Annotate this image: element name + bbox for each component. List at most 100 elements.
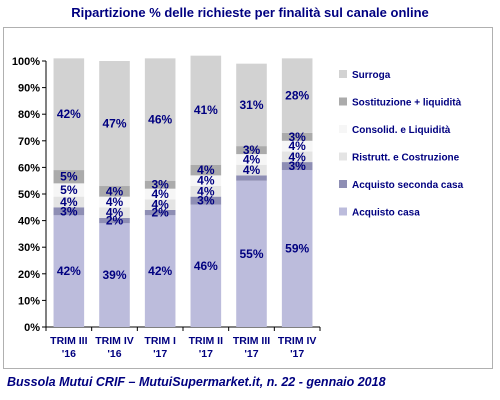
legend-swatch (339, 70, 347, 78)
bar-segment (190, 175, 222, 187)
legend-label: Ristrutt. e Costruzione (352, 153, 460, 164)
data-label: 42% (57, 107, 81, 121)
legend-label: Surroga (352, 70, 391, 81)
bar-segment (144, 188, 176, 200)
data-label: 3% (288, 159, 306, 173)
stacked-bar-chart: 0%10%20%30%40%50%60%70%80%90%100% 42%3%4… (12, 55, 464, 360)
legend-swatch (339, 207, 347, 216)
data-label: 46% (148, 113, 172, 127)
bar-segment (144, 180, 176, 189)
bar-segment (53, 170, 85, 184)
source-note: Bussola Mutui CRIF – MutuiSupermarket.it… (7, 375, 386, 389)
bar-segment (53, 183, 85, 197)
x-tick-label: TRIM II '17 (189, 335, 223, 360)
data-label: 2% (151, 206, 169, 220)
y-tick-label: 50% (18, 189, 40, 201)
bar-segment (144, 58, 176, 181)
bar-segment (53, 196, 85, 208)
data-label: 46% (194, 259, 218, 273)
bar-segment (99, 223, 130, 327)
legend-label: Consolid. e Liquidità (352, 125, 451, 136)
y-tick-label: 30% (18, 242, 40, 254)
bar-segment (236, 164, 267, 176)
y-tick-label: 70% (18, 136, 40, 148)
legend-label: Acquisto casa (352, 208, 420, 219)
x-tick-label: TRIM III '17 (233, 335, 270, 360)
bar-segment (281, 151, 313, 163)
bar-segment (99, 207, 130, 218)
y-tick-label: 80% (18, 109, 40, 121)
bar-segment (236, 146, 267, 155)
legend-swatch (339, 125, 347, 133)
data-label: 4% (151, 187, 169, 201)
legend-label: Sostituzione + liquidità (352, 98, 462, 109)
bar-segment (281, 162, 313, 171)
data-label: 59% (285, 242, 309, 256)
data-label: 4% (243, 163, 261, 177)
data-label: 4% (60, 195, 78, 209)
bar-segment (236, 175, 267, 181)
y-tick-label: 60% (18, 162, 40, 174)
bar-segment (53, 207, 85, 216)
data-label: 2% (106, 214, 124, 228)
data-label: 4% (288, 139, 306, 153)
bar-segment (53, 58, 85, 171)
y-tick-label: 10% (18, 295, 40, 307)
bar-segment (99, 186, 130, 197)
bar-segment (281, 132, 313, 141)
legend-swatch (339, 97, 347, 106)
data-label: 41% (194, 103, 218, 117)
data-label: 5% (60, 183, 78, 197)
x-tick-label: TRIM IV '16 (95, 335, 134, 360)
data-label: 4% (151, 198, 169, 212)
y-tick-label: 40% (18, 216, 40, 228)
data-label: 4% (106, 195, 124, 209)
y-tick-label: 20% (18, 269, 40, 281)
data-label: 55% (239, 247, 263, 261)
data-label: 3% (151, 178, 169, 192)
bar-segment (190, 186, 222, 197)
x-tick-label: TRIM IV '17 (278, 335, 317, 360)
data-label: 28% (285, 89, 309, 103)
bar-segment (144, 209, 176, 216)
data-label: 3% (288, 130, 306, 144)
chart-title: Ripartizione % delle richieste per final… (71, 5, 429, 20)
data-label: 4% (288, 150, 306, 164)
bar-segment (190, 55, 222, 165)
legend-swatch (339, 152, 347, 161)
bar-segment (281, 58, 313, 133)
y-tick-label: 0% (24, 322, 40, 334)
bar-segment (144, 199, 176, 210)
bar-segment (236, 180, 267, 327)
data-label: 4% (197, 174, 215, 188)
bar-segment (99, 61, 130, 187)
data-label: 3% (60, 204, 78, 218)
bar-segment (236, 154, 267, 165)
data-label: 4% (197, 163, 215, 177)
data-label: 4% (106, 206, 124, 220)
y-tick-label: 90% (18, 83, 40, 95)
data-label: 3% (197, 194, 215, 208)
bar-segment (236, 63, 267, 147)
legend-label: Acquisto seconda casa (352, 180, 464, 191)
data-label: 42% (57, 264, 81, 278)
data-label: 31% (239, 98, 263, 112)
data-label: 39% (102, 268, 126, 282)
data-label: 4% (106, 184, 124, 198)
bar-segment (144, 215, 176, 327)
bar-segment (53, 215, 85, 327)
bar-segment (99, 196, 130, 208)
x-tick-label: TRIM I '17 (144, 335, 176, 360)
bar-segment (190, 164, 222, 176)
data-label: 4% (197, 184, 215, 198)
legend-swatch (339, 180, 347, 188)
data-label: 47% (102, 117, 126, 131)
bar-segment (190, 196, 222, 205)
bar-segment (190, 204, 222, 327)
data-label: 5% (60, 170, 78, 184)
y-tick-label: 100% (12, 56, 40, 68)
bar-segment (281, 170, 313, 327)
bar-segment (281, 140, 313, 152)
data-label: 42% (148, 264, 172, 278)
data-label: 4% (243, 152, 261, 166)
